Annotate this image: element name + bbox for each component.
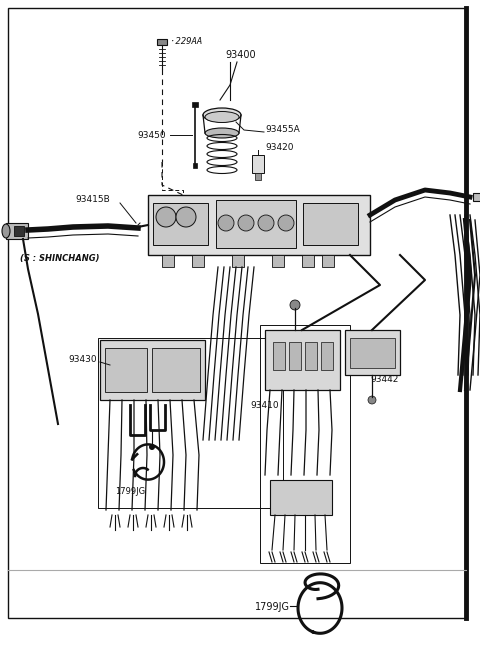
Text: 93415B: 93415B [75,196,110,204]
Bar [162,255,174,267]
Bar [192,255,204,267]
Circle shape [176,207,196,227]
Bar [265,330,340,390]
Text: 93450: 93450 [137,131,166,139]
Bar [272,255,284,267]
Bar [98,338,283,508]
Bar [289,342,301,370]
Text: 93430: 93430 [68,355,96,365]
Bar [303,203,358,245]
Bar [157,39,167,45]
Bar [153,203,208,245]
Text: 93455A: 93455A [265,125,300,135]
Ellipse shape [2,224,10,238]
Text: 93420: 93420 [265,143,293,152]
Bar [302,255,314,267]
Ellipse shape [205,112,239,122]
Circle shape [290,300,300,310]
Text: 1799JG: 1799JG [255,602,290,612]
Bar [216,200,296,248]
Bar [322,255,334,267]
Bar [305,342,317,370]
Circle shape [156,207,176,227]
Bar [270,480,332,515]
Circle shape [278,215,294,231]
Text: 93442: 93442 [370,376,398,384]
Bar [473,193,480,201]
Bar [14,226,24,236]
Bar [273,342,285,370]
Bar [105,348,147,392]
Bar [260,325,350,563]
Bar [193,163,197,168]
Circle shape [368,396,376,404]
Circle shape [149,444,155,450]
Bar [148,195,370,255]
Bar [252,155,264,173]
Text: 93400: 93400 [225,50,256,60]
Text: (S : SHINCHANG): (S : SHINCHANG) [20,254,99,263]
Bar [255,173,261,180]
Bar [152,348,200,392]
Bar [350,338,395,368]
Ellipse shape [205,128,239,138]
Circle shape [238,215,254,231]
Circle shape [258,215,274,231]
Text: ·229AA: ·229AA [170,37,202,47]
Circle shape [218,215,234,231]
Bar [6,223,28,239]
Bar [232,255,244,267]
Text: 1799JG: 1799JG [115,487,145,497]
Bar [345,330,400,375]
Bar [192,102,198,107]
Text: 93410: 93410 [250,401,278,409]
Ellipse shape [203,108,241,122]
Bar [100,340,205,400]
Bar [321,342,333,370]
